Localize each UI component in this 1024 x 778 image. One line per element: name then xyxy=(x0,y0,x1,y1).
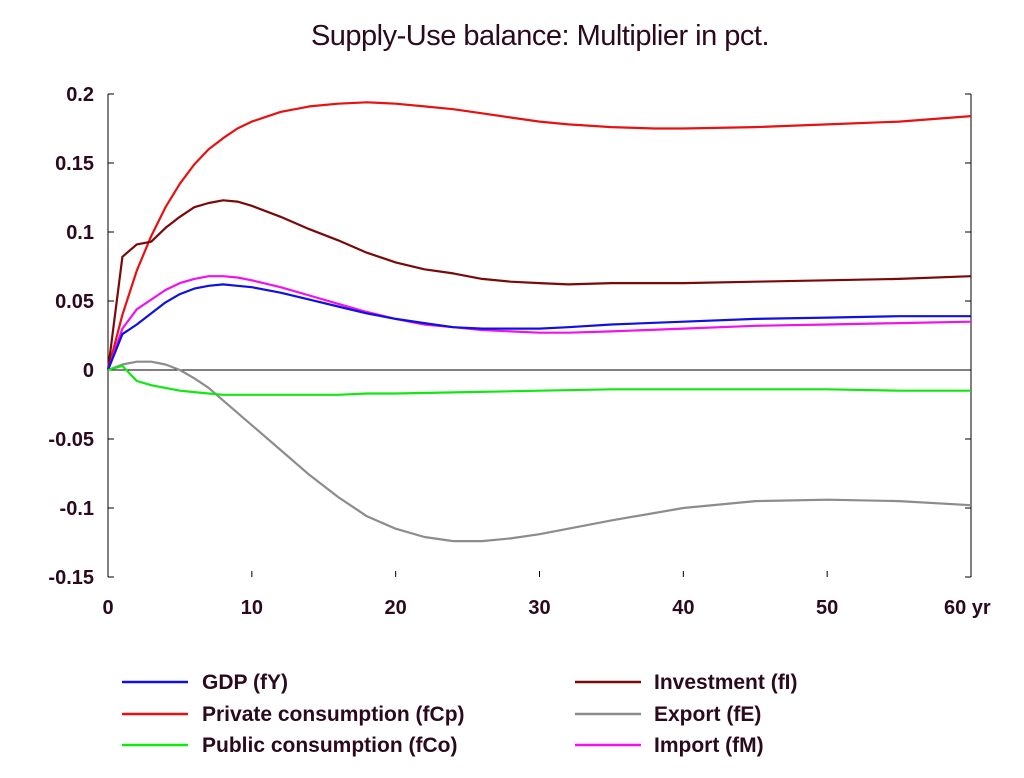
legend-label: Export (fE) xyxy=(654,703,761,726)
y-tick-label: 0 xyxy=(83,360,94,382)
y-tick-label: -0.1 xyxy=(60,498,94,520)
x-tick-label: 20 xyxy=(385,597,407,619)
series-line xyxy=(107,364,971,396)
series-line xyxy=(107,360,972,543)
x-tick-label: 50 xyxy=(816,597,838,619)
y-tick-label: -0.15 xyxy=(48,567,94,589)
series-line xyxy=(106,101,972,371)
x-tick-label: 40 xyxy=(672,597,694,619)
y-tick-label: 0.2 xyxy=(66,84,94,106)
legend: GDP (fY) Private consumption (fCp) Public … xyxy=(122,671,798,757)
chart-title: Supply-Use balance: Multiplier in pct. xyxy=(310,20,770,52)
legend-label: Public consumption (fCo) xyxy=(202,734,457,757)
y-tick-label: 0.1 xyxy=(66,222,94,244)
series-lines xyxy=(106,101,972,543)
series-line xyxy=(106,283,971,371)
x-tick-label: 10 xyxy=(241,597,263,619)
axes: 0.2 0.15 0.1 0.05 0 -0.05 -0.1 -0.15 0 10 20 30 40 50… xyxy=(48,84,991,619)
y-tick-label: -0.05 xyxy=(48,429,94,451)
legend-label: Private consumption (fCp) xyxy=(202,703,465,726)
y-tick-label: 0.15 xyxy=(55,153,94,175)
series-line xyxy=(106,199,972,371)
series-line xyxy=(106,275,972,371)
x-tick-label: 60 yr xyxy=(944,597,991,619)
legend-label: Import (fM) xyxy=(654,734,764,757)
x-tick-label: 30 xyxy=(528,597,550,619)
legend-label: GDP (fY) xyxy=(202,671,288,694)
y-tick-label: 0.05 xyxy=(55,291,94,313)
legend-label: Investment (fI) xyxy=(654,671,798,694)
x-tick-label: 0 xyxy=(102,597,113,619)
